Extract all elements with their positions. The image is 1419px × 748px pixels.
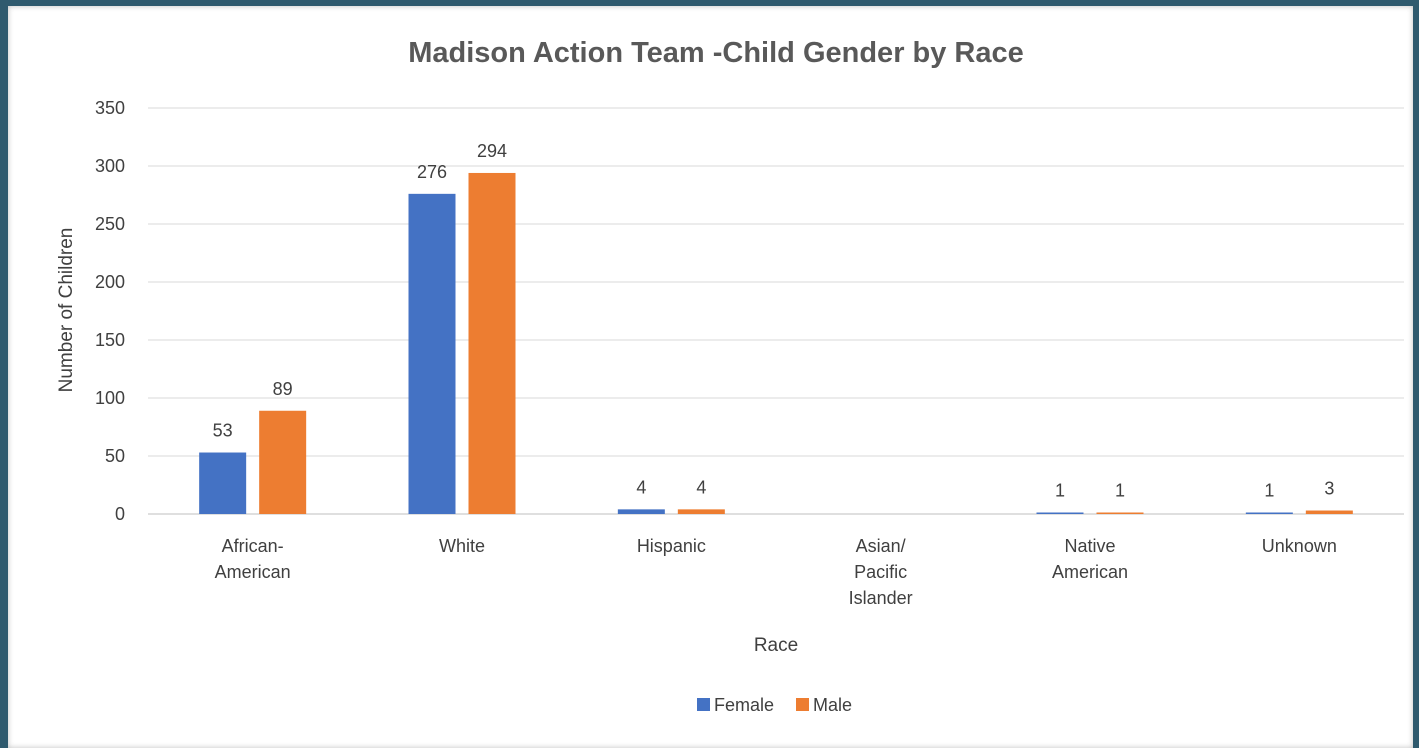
data-label: 3 — [1324, 479, 1334, 499]
y-tick-label: 0 — [115, 504, 125, 524]
y-axis-title: Number of Children — [56, 228, 77, 393]
bar-male — [1097, 513, 1144, 515]
y-axis-ticks: 0 50 100 150 200 250 300 350 — [95, 98, 125, 524]
legend: Female Male — [697, 695, 852, 715]
bar-female — [1246, 513, 1293, 515]
bar-female — [618, 509, 665, 514]
bar-female — [1037, 513, 1084, 515]
legend-swatch-female — [697, 698, 710, 711]
bar-male — [259, 411, 306, 514]
category-label: White — [439, 536, 485, 556]
bar-male — [678, 509, 725, 514]
chart-title: Madison Action Team -Child Gender by Rac… — [408, 37, 1024, 69]
bar-female — [199, 453, 246, 514]
bar-female — [409, 194, 456, 514]
data-label: 4 — [696, 477, 706, 497]
data-label: 1 — [1115, 481, 1125, 501]
category-label: Unknown — [1262, 536, 1337, 556]
y-tick-label: 100 — [95, 388, 125, 408]
data-label: 276 — [417, 162, 447, 182]
legend-label-female: Female — [714, 695, 774, 715]
data-label: 4 — [636, 477, 646, 497]
y-tick-label: 350 — [95, 98, 125, 118]
data-labels: 53 89 276 294 4 4 1 1 1 3 — [213, 141, 1335, 501]
y-tick-label: 200 — [95, 272, 125, 292]
bar-male — [469, 173, 516, 514]
data-label: 89 — [273, 379, 293, 399]
category-label: African-American — [215, 536, 291, 582]
x-axis-title: Race — [754, 635, 798, 656]
data-label: 1 — [1264, 481, 1274, 501]
bar-male — [1306, 511, 1353, 514]
category-label: Asian/Pacific Islander — [849, 536, 913, 608]
legend-label-male: Male — [813, 695, 852, 715]
category-label: Native American — [1052, 536, 1128, 582]
x-axis-categories: African-American White Hispanic Asian/Pacif… — [215, 536, 1337, 608]
gridlines — [148, 108, 1404, 514]
y-tick-label: 150 — [95, 330, 125, 350]
y-tick-label: 250 — [95, 214, 125, 234]
data-label: 1 — [1055, 481, 1065, 501]
data-label: 294 — [477, 141, 507, 161]
y-tick-label: 300 — [95, 156, 125, 176]
category-label: Hispanic — [637, 536, 706, 556]
data-label: 53 — [213, 421, 233, 441]
y-tick-label: 50 — [105, 446, 125, 466]
legend-swatch-male — [796, 698, 809, 711]
